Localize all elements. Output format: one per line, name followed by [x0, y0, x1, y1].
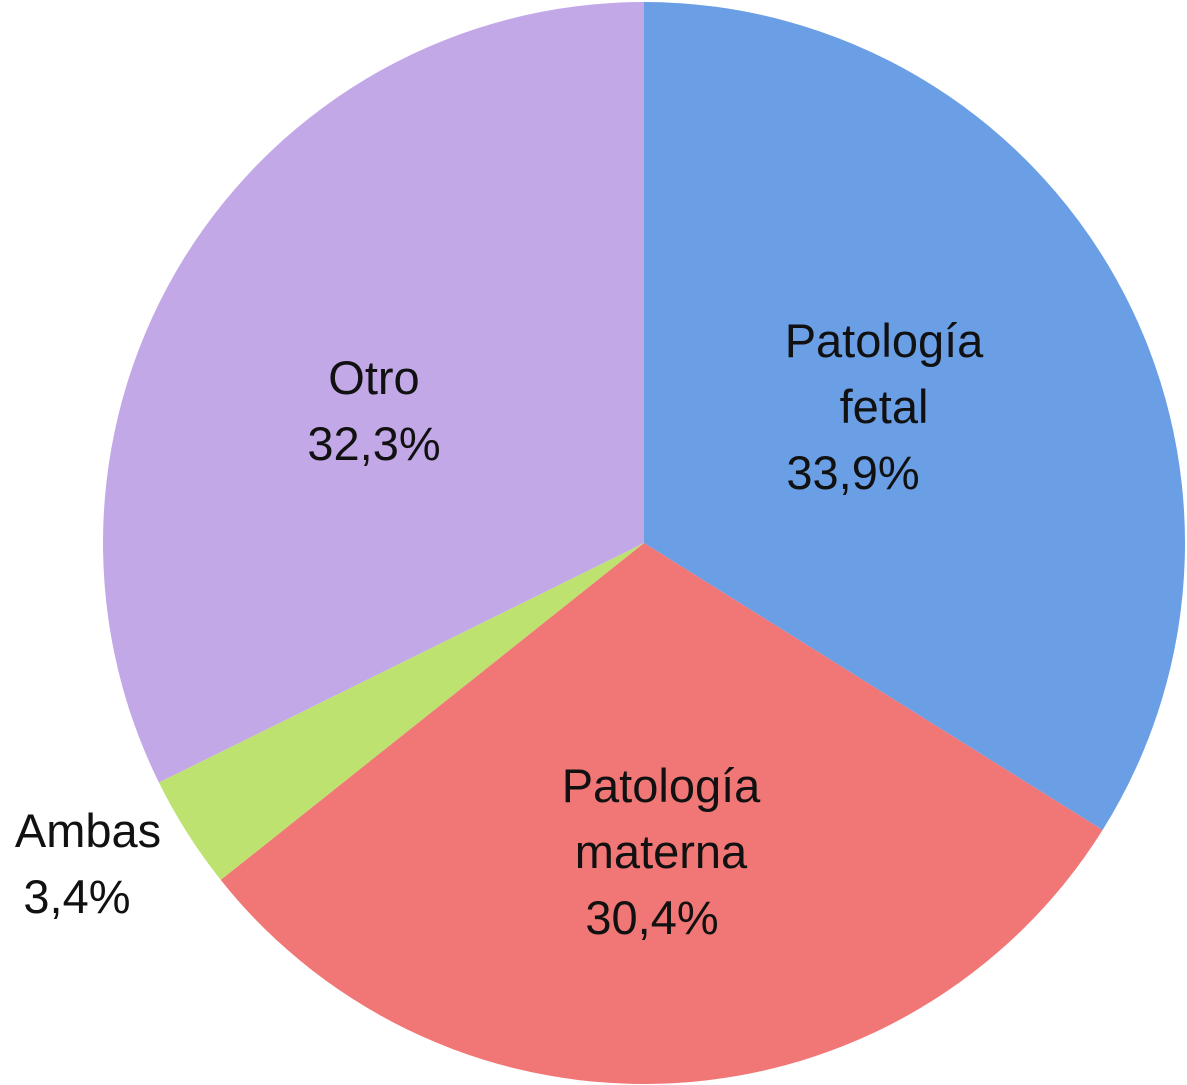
- pie-labels: Patología fetal 33,9% Patología materna 30,4%…: [15, 314, 984, 944]
- pie-label-1-line-0: Patología: [562, 759, 761, 812]
- pie-value-3: 32,3%: [307, 417, 440, 470]
- pie-slices: [103, 1, 1185, 1084]
- pie-label-3: Otro 32,3%: [307, 351, 440, 470]
- pie-slice-1: [220, 543, 1103, 1084]
- pie-label-0-line-1: fetal: [840, 380, 929, 433]
- pie-value-0: 33,9%: [786, 446, 919, 499]
- pie-slice-2: [158, 543, 645, 880]
- pie-label-1-line-1: materna: [575, 825, 748, 878]
- pie-slice-3: [103, 1, 645, 783]
- pie-slice-0: [644, 2, 1185, 831]
- pie-label-0-line-0: Patología: [785, 314, 984, 367]
- pie-value-2: 3,4%: [23, 870, 130, 923]
- pie-value-1: 30,4%: [585, 891, 718, 944]
- pie-label-0: Patología fetal 33,9%: [785, 314, 984, 499]
- pie-label-1: Patología materna 30,4%: [562, 759, 761, 944]
- pie-label-2-line-0: Ambas: [15, 804, 161, 857]
- pie-label-3-line-0: Otro: [328, 351, 419, 404]
- pie-label-2: Ambas 3,4%: [15, 804, 161, 923]
